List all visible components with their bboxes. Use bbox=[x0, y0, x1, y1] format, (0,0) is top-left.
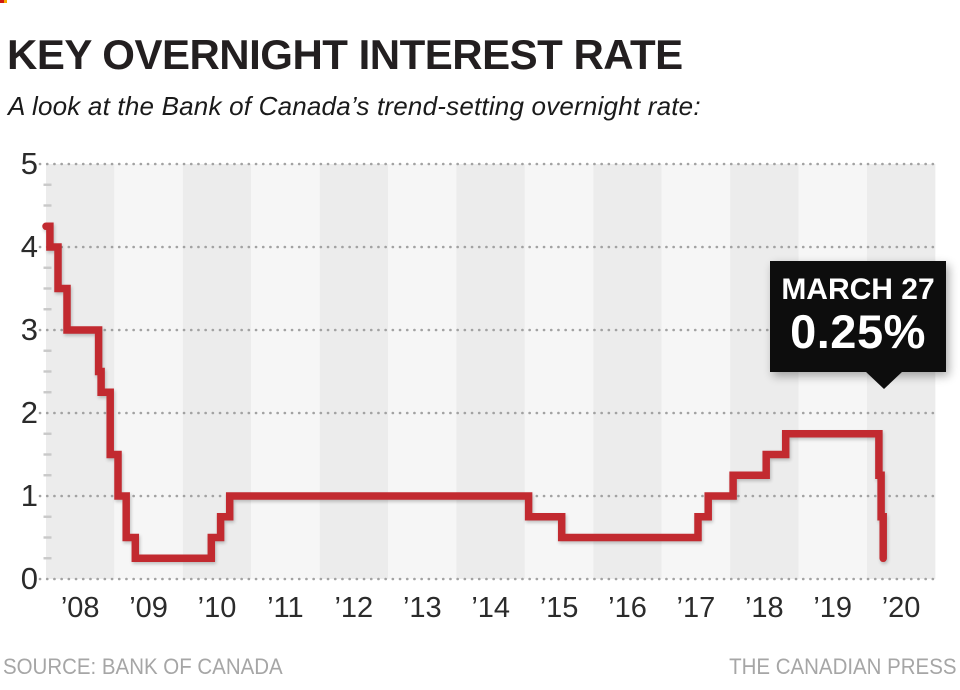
minor-tick bbox=[43, 536, 52, 539]
year-band bbox=[251, 164, 320, 579]
page-subtitle: A look at the Bank of Canada’s trend-set… bbox=[8, 91, 701, 121]
year-band bbox=[388, 164, 457, 579]
year-band bbox=[319, 164, 389, 579]
year-band bbox=[661, 164, 731, 579]
x-axis-label: ’13 bbox=[402, 592, 442, 624]
y-axis-label: 4 bbox=[20, 229, 38, 264]
x-axis-label: ’15 bbox=[539, 592, 579, 624]
minor-tick bbox=[43, 453, 52, 456]
rate-step-line bbox=[42, 222, 887, 563]
y-axis-label: 2 bbox=[20, 395, 38, 430]
callout-pointer-tail bbox=[865, 371, 903, 389]
year-band bbox=[524, 164, 594, 579]
year-band bbox=[593, 164, 662, 579]
year-band bbox=[456, 164, 525, 579]
minor-tick bbox=[43, 308, 52, 311]
y-axis-label: 1 bbox=[20, 478, 38, 513]
x-axis-label: ’11 bbox=[267, 592, 304, 624]
x-axis-label: ’17 bbox=[676, 592, 716, 624]
minor-tick bbox=[43, 474, 52, 477]
rate-callout: MARCH 27 0.25% bbox=[770, 261, 946, 389]
y-axis-label: 3 bbox=[20, 312, 38, 347]
callout-date-label: MARCH 27 bbox=[781, 273, 935, 306]
x-axis-label: ’14 bbox=[471, 592, 511, 624]
minor-tick bbox=[43, 183, 52, 186]
footer: SOURCE: BANK OF CANADA THE CANADIAN PRES… bbox=[0, 654, 960, 682]
source-credit: SOURCE: BANK OF CANADA bbox=[3, 654, 283, 679]
minor-tick bbox=[43, 370, 52, 373]
minor-tick bbox=[43, 266, 52, 269]
x-axis-label: ’19 bbox=[813, 592, 853, 624]
y-axis-label: 5 bbox=[20, 146, 38, 181]
minor-tick bbox=[43, 204, 52, 207]
minor-tick bbox=[43, 349, 52, 352]
corner-artifact bbox=[0, 0, 7, 3]
minor-tick bbox=[43, 391, 52, 394]
minor-tick bbox=[43, 432, 52, 435]
minor-tick bbox=[43, 557, 52, 560]
press-credit: THE CANADIAN PRESS bbox=[728, 654, 956, 679]
page-title: KEY OVERNIGHT INTEREST RATE bbox=[7, 31, 683, 78]
x-axis-label: ’08 bbox=[60, 592, 100, 624]
minor-tick bbox=[43, 287, 52, 290]
minor-tick bbox=[43, 515, 52, 518]
x-axis-label: ’10 bbox=[197, 592, 237, 624]
x-axis-label: ’16 bbox=[608, 592, 647, 624]
x-axis-label: ’12 bbox=[334, 592, 374, 624]
x-axis-label: ’18 bbox=[744, 592, 784, 624]
x-axis-label: ’20 bbox=[881, 592, 921, 624]
callout-rate-value: 0.25% bbox=[790, 305, 926, 358]
y-axis-label: 0 bbox=[20, 561, 38, 596]
year-band bbox=[182, 164, 252, 579]
x-axis-label: ’09 bbox=[129, 592, 168, 624]
